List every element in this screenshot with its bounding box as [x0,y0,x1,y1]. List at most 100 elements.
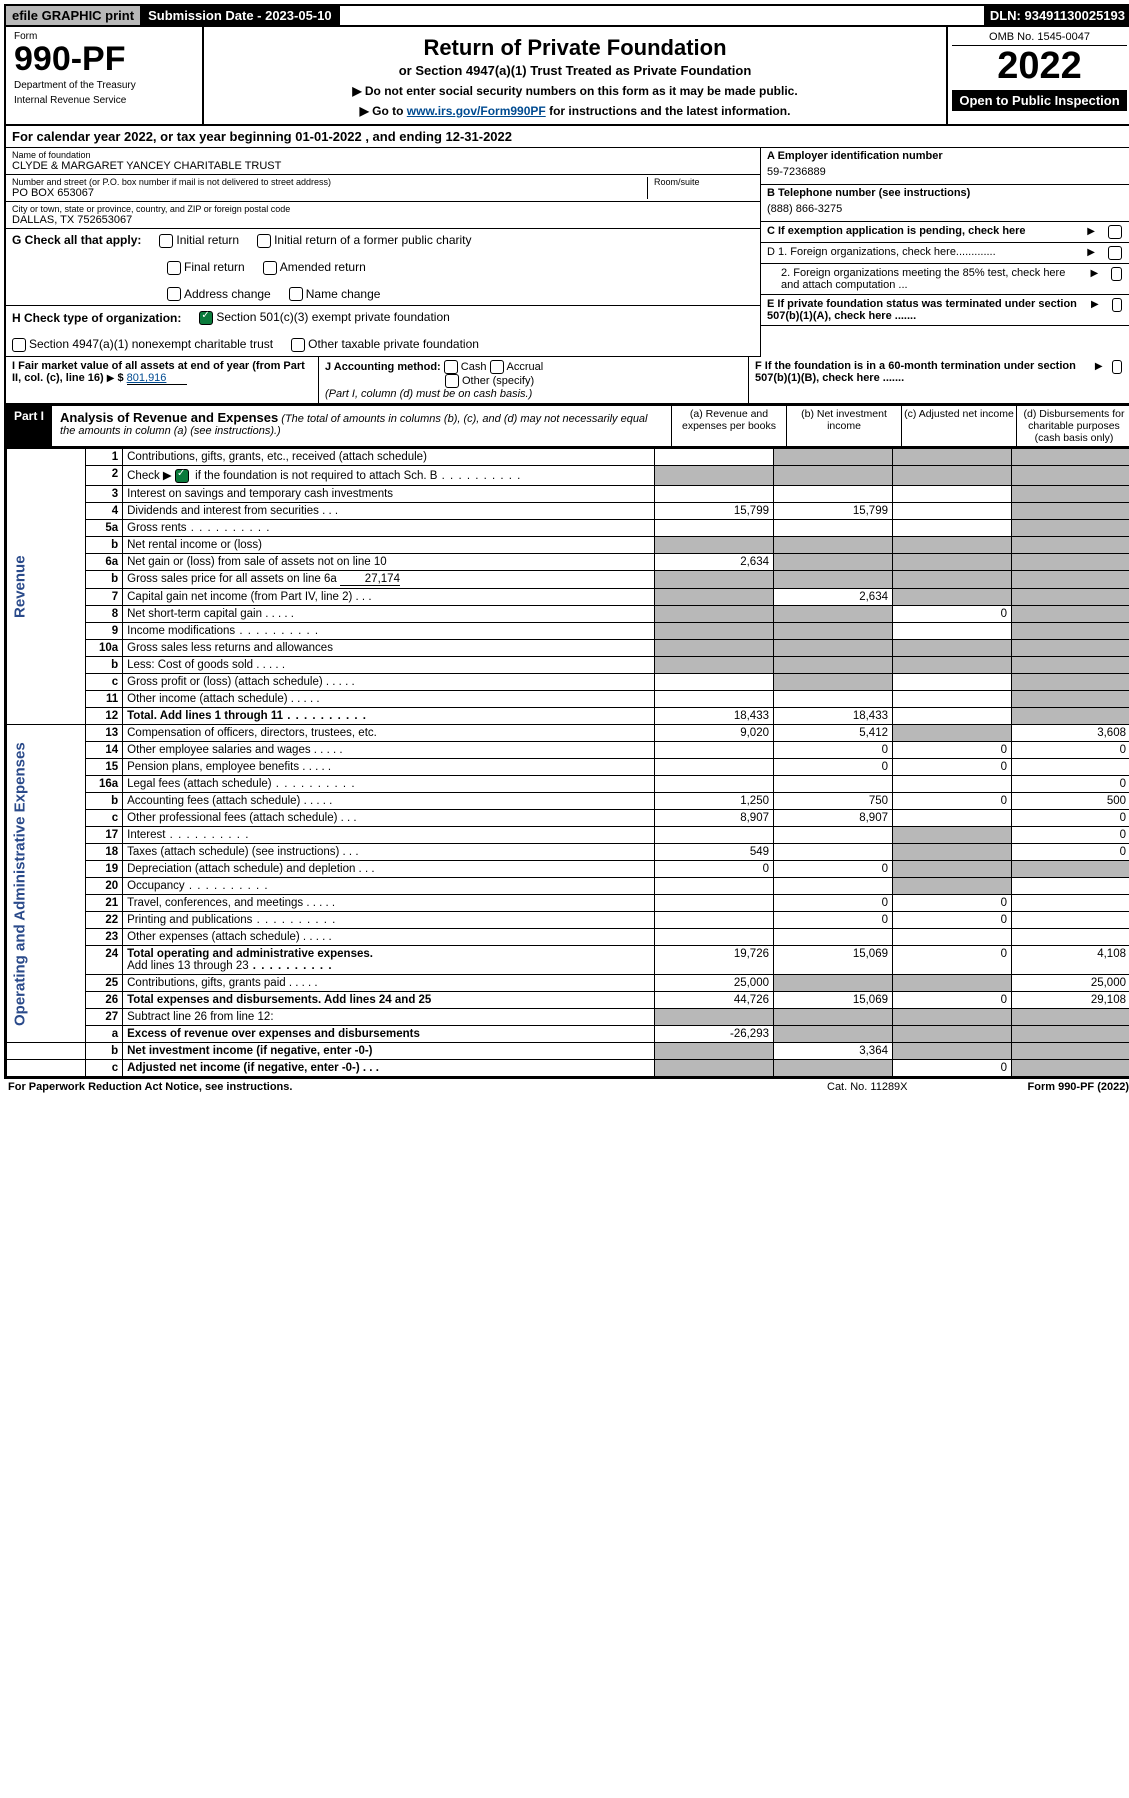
amended-checkbox[interactable] [263,261,277,275]
address-cell: Number and street (or P.O. box number if… [6,175,760,202]
table-row: 26Total expenses and disbursements. Add … [7,992,1129,1009]
table-row: cOther professional fees (attach schedul… [7,810,1129,827]
g-label: G Check all that apply: [12,233,141,247]
f-checkbox[interactable] [1112,360,1122,374]
arrow-icon [1091,267,1102,279]
addr-label: Number and street (or P.O. box number if… [12,177,647,187]
accrual-checkbox[interactable] [490,360,504,374]
info-section: For calendar year 2022, or tax year begi… [4,126,1129,406]
e-row: E If private foundation status was termi… [761,295,1129,326]
open-public: Open to Public Inspection [952,90,1127,111]
table-row: 2Check ▶ if the foundation is not requir… [7,466,1129,486]
cash-checkbox[interactable] [444,360,458,374]
j-label: J Accounting method: [325,361,441,373]
d2-label: 2. Foreign organizations meeting the 85%… [767,267,1085,291]
g-opt-0: Initial return [176,233,239,247]
d2-checkbox[interactable] [1111,267,1122,281]
room-label: Room/suite [654,177,754,187]
dln: DLN: 93491130025193 [984,6,1129,25]
table-row: bLess: Cost of goods sold [7,657,1129,674]
table-row: 21Travel, conferences, and meetings00 [7,895,1129,912]
instr2-pre: ▶ Go to [360,104,407,118]
page-footer: For Paperwork Reduction Act Notice, see … [4,1079,1129,1095]
table-row: aExcess of revenue over expenses and dis… [7,1026,1129,1043]
foundation-name-cell: Name of foundation CLYDE & MARGARET YANC… [6,148,760,175]
table-row: 3Interest on savings and temporary cash … [7,486,1129,503]
g-opt-3: Amended return [280,260,366,274]
table-row: bAccounting fees (attach schedule)1,2507… [7,793,1129,810]
arrow-icon [1095,360,1106,372]
phone-label: B Telephone number (see instructions) [767,187,1125,199]
dept-irs: Internal Revenue Service [14,95,194,106]
4947-checkbox[interactable] [12,338,26,352]
city-cell: City or town, state or province, country… [6,202,760,229]
d2-row: 2. Foreign organizations meeting the 85%… [761,264,1129,295]
arrow-icon [1087,246,1098,258]
form-header: Form 990-PF Department of the Treasury I… [4,27,1129,126]
table-row: 12Total. Add lines 1 through 1118,43318,… [7,708,1129,725]
form990pf-link[interactable]: www.irs.gov/Form990PF [407,104,546,118]
table-row: 16aLegal fees (attach schedule)0 [7,776,1129,793]
table-row: 7Capital gain net income (from Part IV, … [7,589,1129,606]
col-c-header: (c) Adjusted net income [901,406,1016,446]
table-row: 6aNet gain or (loss) from sale of assets… [7,554,1129,571]
omb-number: OMB No. 1545-0047 [952,31,1127,46]
address-change-checkbox[interactable] [167,287,181,301]
efile-label[interactable]: efile GRAPHIC print [6,6,142,25]
c-row: C If exemption application is pending, c… [761,222,1129,243]
h-opt-3: Other taxable private foundation [308,337,479,351]
city-state-zip: DALLAS, TX 752653067 [12,214,754,226]
form-number: 990-PF [14,42,194,76]
header-left: Form 990-PF Department of the Treasury I… [6,27,204,124]
j-other: Other (specify) [462,375,534,387]
e-label: E If private foundation status was termi… [767,298,1085,322]
table-row: bNet rental income or (loss) [7,537,1129,554]
table-row: 17Interest0 [7,827,1129,844]
table-row: 18Taxes (attach schedule) (see instructi… [7,844,1129,861]
table-row: 19Depreciation (attach schedule) and dep… [7,861,1129,878]
phone: (888) 866-3275 [767,199,1125,219]
ein-cell: A Employer identification number 59-7236… [761,148,1129,185]
pra-notice: For Paperwork Reduction Act Notice, see … [8,1081,292,1093]
other-method-checkbox[interactable] [445,374,459,388]
c-checkbox[interactable] [1108,225,1122,239]
table-row: 25Contributions, gifts, grants paid25,00… [7,975,1129,992]
phone-cell: B Telephone number (see instructions) (8… [761,185,1129,222]
schb-checkbox[interactable] [175,469,189,483]
name-change-checkbox[interactable] [289,287,303,301]
table-row: 15Pension plans, employee benefits00 [7,759,1129,776]
part1-section: Part I Analysis of Revenue and Expenses … [4,406,1129,1079]
submission-date: Submission Date - 2023-05-10 [142,6,340,25]
g-check-row: G Check all that apply: Initial return I… [6,229,760,306]
501c3-checkbox[interactable] [199,311,213,325]
ein-label: A Employer identification number [767,150,1125,162]
fmv-link[interactable]: 801,916 [127,372,187,385]
table-row: 9Income modifications [7,623,1129,640]
form-subtitle: or Section 4947(a)(1) Trust Treated as P… [216,63,934,78]
table-row: cGross profit or (loss) (attach schedule… [7,674,1129,691]
initial-return-checkbox[interactable] [159,234,173,248]
d1-checkbox[interactable] [1108,246,1122,260]
initial-public-checkbox[interactable] [257,234,271,248]
table-row: 4Dividends and interest from securities1… [7,503,1129,520]
final-return-checkbox[interactable] [167,261,181,275]
part1-table: Revenue 1Contributions, gifts, grants, e… [6,448,1129,1077]
top-bar: efile GRAPHIC print Submission Date - 20… [4,4,1129,27]
revenue-side-label: Revenue [7,449,86,725]
j-cash: Cash [461,361,487,373]
table-row: 8Net short-term capital gain0 [7,606,1129,623]
d1-row: D 1. Foreign organizations, check here..… [761,243,1129,264]
table-row: Operating and Administrative Expenses 13… [7,725,1129,742]
g-opt-1: Initial return of a former public charit… [274,233,471,247]
dept-treasury: Department of the Treasury [14,80,194,91]
instr-ssn: ▶ Do not enter social security numbers o… [216,84,934,98]
col-b-header: (b) Net investment income [786,406,901,446]
table-row: bGross sales price for all assets on lin… [7,571,1129,589]
part1-badge: Part I [6,406,52,446]
j-accrual: Accrual [507,361,544,373]
h-check-row: H Check type of organization: Section 50… [6,306,760,357]
i-cell: I Fair market value of all assets at end… [6,357,319,403]
table-row: Revenue 1Contributions, gifts, grants, e… [7,449,1129,466]
other-taxable-checkbox[interactable] [291,338,305,352]
e-checkbox[interactable] [1112,298,1122,312]
